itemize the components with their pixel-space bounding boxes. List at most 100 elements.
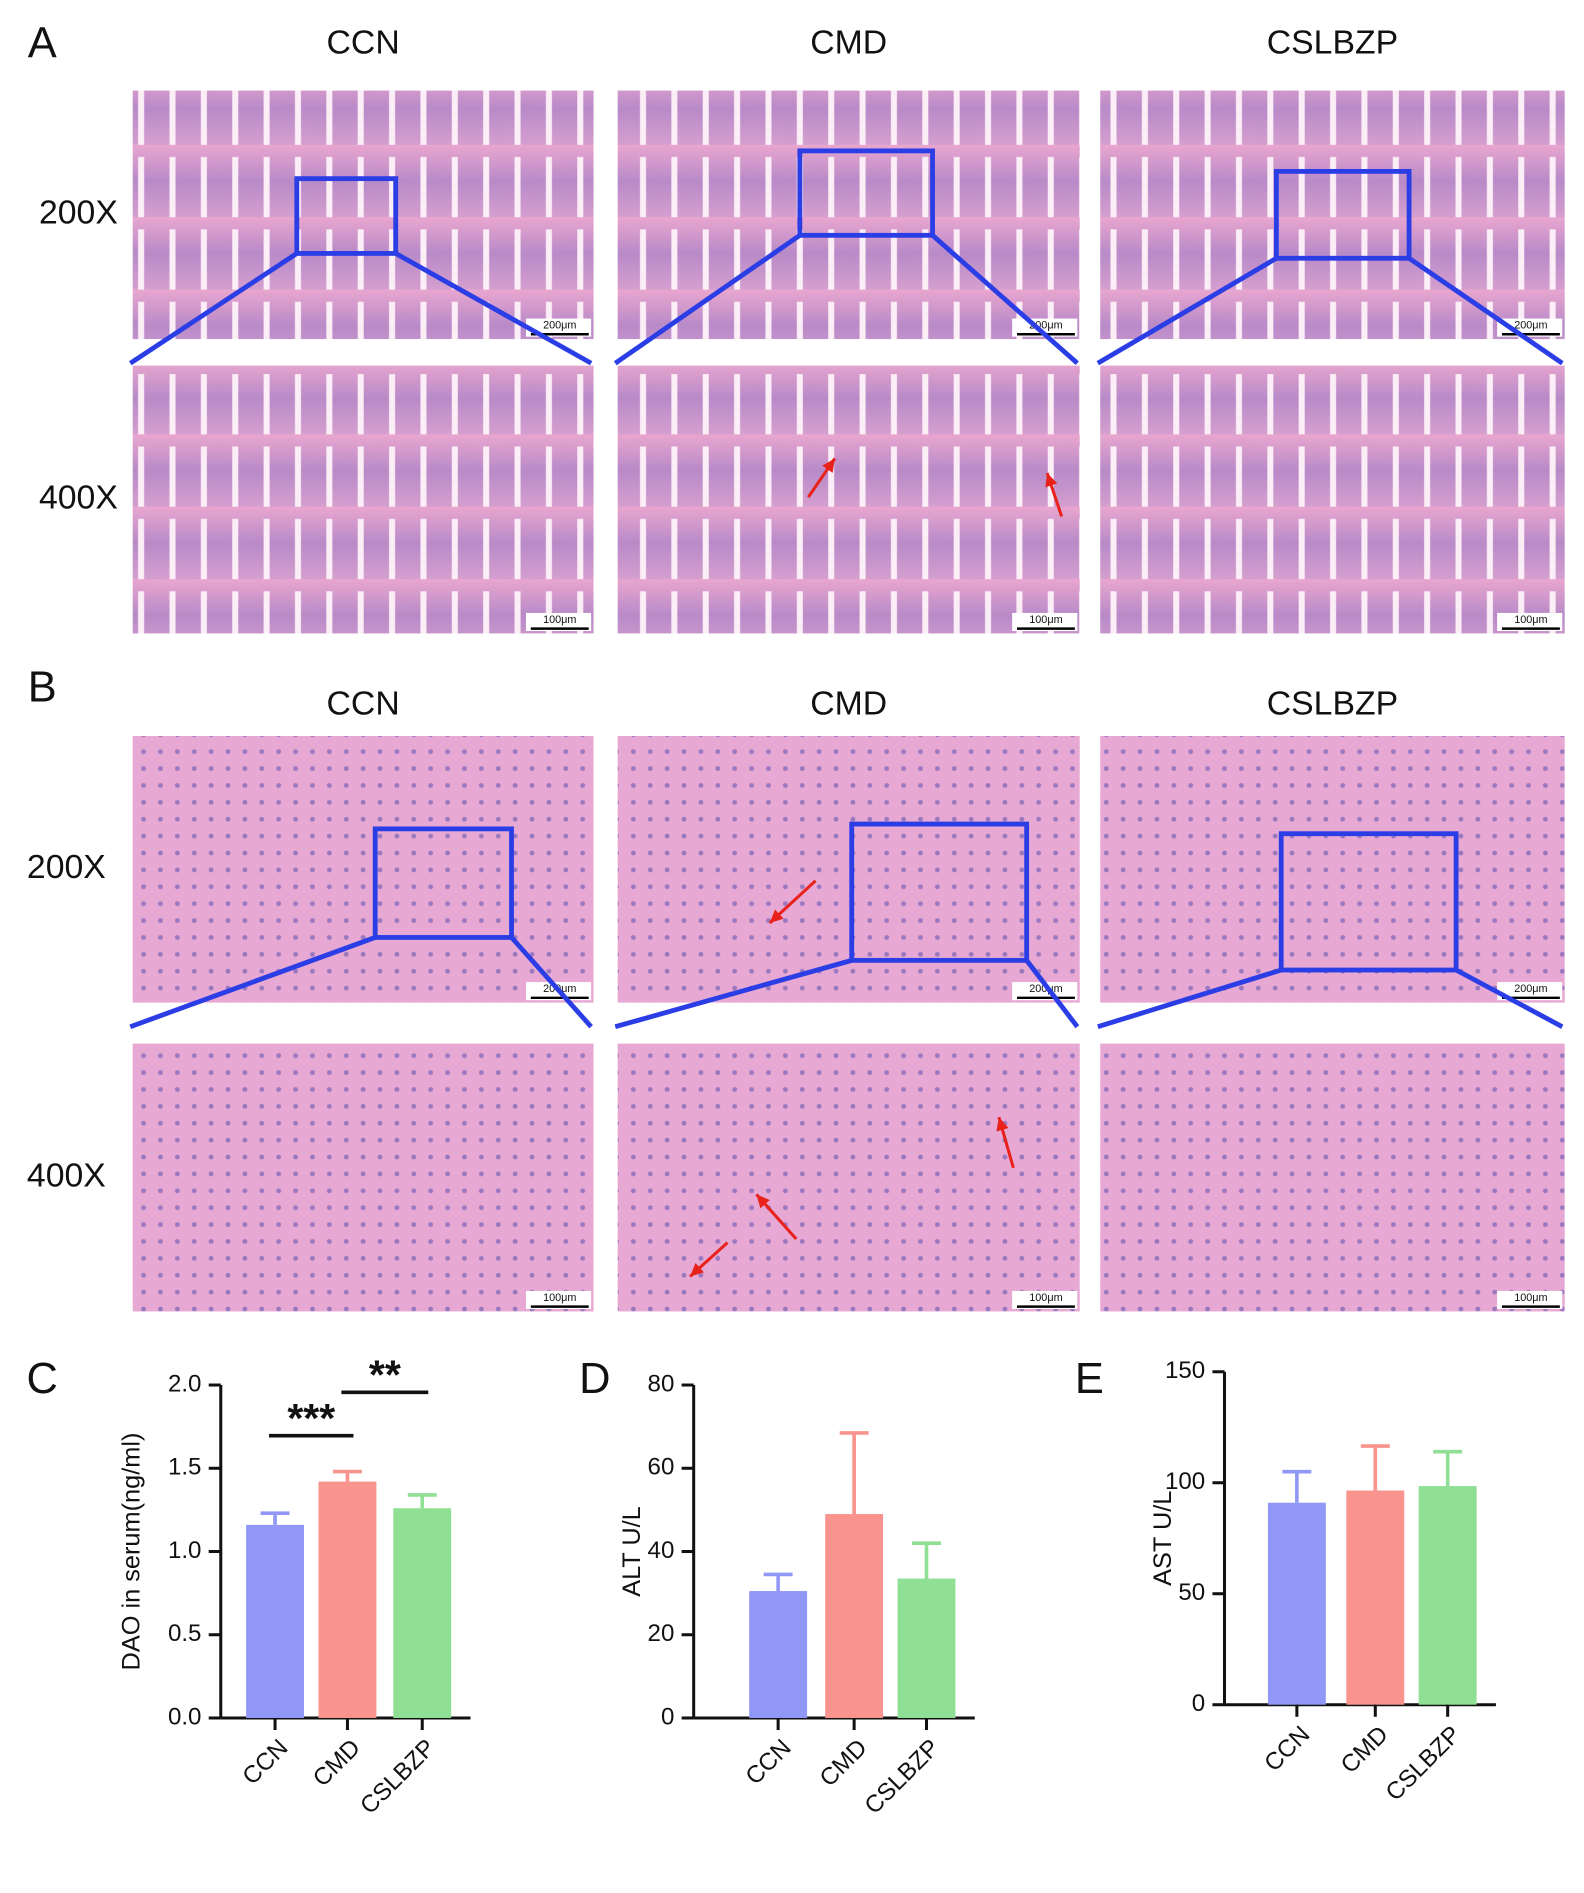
panel-label: E bbox=[1075, 1355, 1104, 1403]
zoom-line bbox=[1407, 256, 1564, 366]
x-tick-label: CSLBZP bbox=[1381, 1721, 1466, 1806]
y-axis-label: DAO in serum(ng/ml) bbox=[117, 1433, 145, 1671]
panel-label: C bbox=[27, 1355, 58, 1403]
histology-image bbox=[132, 1043, 594, 1312]
column-title: CMD bbox=[810, 685, 887, 723]
y-tick-label: 0.5 bbox=[168, 1620, 202, 1647]
zoom-box bbox=[1273, 168, 1412, 261]
error-bar bbox=[260, 1511, 290, 1525]
column-title: CCN bbox=[327, 24, 400, 62]
row-label: 200X bbox=[39, 194, 118, 232]
scale-bar-label: 100μm bbox=[1514, 1292, 1547, 1304]
row-label: 400X bbox=[39, 478, 118, 516]
scale-bar-label: 100μm bbox=[1514, 614, 1547, 626]
scale-bar-label: 100μm bbox=[1029, 614, 1062, 626]
bar bbox=[1418, 1486, 1477, 1705]
scale-bar-label: 200μm bbox=[1514, 983, 1547, 995]
y-tick-label: 2.0 bbox=[168, 1370, 202, 1397]
scale-bar-label: 100μm bbox=[543, 614, 576, 626]
x-tick-label: CCN bbox=[1259, 1721, 1315, 1777]
error-bar bbox=[407, 1493, 437, 1509]
scale-bar-bg bbox=[1012, 612, 1078, 632]
column-title: CMD bbox=[810, 24, 887, 62]
y-tick-label: 1.5 bbox=[168, 1454, 202, 1481]
y-axis-label: AST U/L bbox=[1149, 1491, 1177, 1586]
error-bar bbox=[912, 1541, 941, 1579]
histology-image bbox=[1100, 365, 1565, 634]
x-tick-label: CCN bbox=[741, 1734, 797, 1790]
x-tick-label: CCN bbox=[237, 1734, 293, 1790]
zoom-line bbox=[613, 233, 802, 366]
row-label: 200X bbox=[27, 848, 106, 886]
x-tick-label: CMD bbox=[815, 1734, 873, 1792]
row-label: 400X bbox=[27, 1156, 106, 1194]
column-title: CCN bbox=[327, 685, 400, 723]
scale-bar-bg bbox=[1012, 1290, 1078, 1310]
zoom-line bbox=[509, 935, 593, 1029]
zoom-line bbox=[1096, 256, 1278, 366]
bar bbox=[1346, 1490, 1405, 1705]
scale-bar-bg bbox=[525, 318, 592, 337]
arrow-head bbox=[690, 1263, 704, 1277]
histology-image bbox=[1100, 90, 1565, 340]
bar bbox=[393, 1508, 452, 1718]
error-bar bbox=[763, 1572, 793, 1592]
panel-label: B bbox=[28, 664, 57, 712]
y-tick-label: 40 bbox=[648, 1537, 675, 1564]
scale-bar-bg bbox=[525, 612, 592, 632]
zoom-box bbox=[372, 826, 514, 940]
arrow-head bbox=[756, 1194, 770, 1209]
scale-bar-bg bbox=[1497, 612, 1563, 632]
y-tick-label: 60 bbox=[648, 1454, 675, 1481]
zoom-box bbox=[849, 821, 1030, 963]
error-bar bbox=[332, 1469, 362, 1482]
y-axis-label: ALT U/L bbox=[618, 1506, 646, 1597]
y-tick-label: 1.0 bbox=[168, 1537, 202, 1564]
bar bbox=[749, 1591, 808, 1718]
scale-bar-label: 200μm bbox=[543, 320, 576, 332]
scale-bar-label: 100μm bbox=[1029, 1292, 1062, 1304]
column-title: CSLBZP bbox=[1267, 24, 1398, 62]
y-tick-label: 0.0 bbox=[168, 1703, 202, 1730]
zoom-line bbox=[129, 935, 377, 1029]
zoom-box bbox=[294, 176, 399, 256]
zoom-box bbox=[1278, 831, 1459, 973]
histology-image bbox=[1100, 735, 1565, 1003]
y-tick-label: 0 bbox=[1192, 1690, 1205, 1717]
histology-image bbox=[132, 735, 594, 1003]
y-tick-label: 80 bbox=[648, 1370, 675, 1397]
bar bbox=[318, 1481, 377, 1718]
x-tick-label: CMD bbox=[308, 1734, 366, 1792]
histology-image bbox=[1100, 1043, 1565, 1312]
scale-bar-bg bbox=[1012, 982, 1078, 1001]
significance-label: *** bbox=[287, 1395, 335, 1441]
zoom-line bbox=[930, 233, 1079, 366]
histology-image bbox=[132, 365, 594, 634]
error-bar bbox=[1360, 1444, 1390, 1491]
zoom-line bbox=[1024, 958, 1080, 1029]
x-tick-label: CSLBZP bbox=[355, 1734, 440, 1819]
scale-bar-bg bbox=[525, 1290, 592, 1310]
error-bar bbox=[1433, 1449, 1463, 1487]
bar bbox=[897, 1578, 956, 1718]
scale-bar-bg bbox=[1497, 982, 1563, 1001]
zoom-line bbox=[128, 251, 299, 366]
zoom-line bbox=[614, 958, 853, 1030]
arrow-head bbox=[769, 909, 784, 923]
panel-label: D bbox=[579, 1355, 610, 1403]
scale-bar-label: 100μm bbox=[543, 1292, 576, 1304]
x-tick-label: CSLBZP bbox=[859, 1734, 944, 1819]
error-bar bbox=[1282, 1469, 1312, 1503]
histology-image bbox=[132, 90, 594, 340]
zoom-box bbox=[797, 148, 935, 238]
zoom-line bbox=[1097, 967, 1282, 1030]
y-tick-label: 100 bbox=[1165, 1468, 1205, 1495]
bar bbox=[246, 1524, 305, 1718]
x-tick-label: CMD bbox=[1336, 1721, 1394, 1779]
column-title: CSLBZP bbox=[1267, 685, 1398, 723]
zoom-line bbox=[394, 251, 593, 366]
error-bar bbox=[839, 1431, 869, 1515]
zoom-line bbox=[1454, 967, 1564, 1029]
histology-image bbox=[617, 365, 1080, 634]
